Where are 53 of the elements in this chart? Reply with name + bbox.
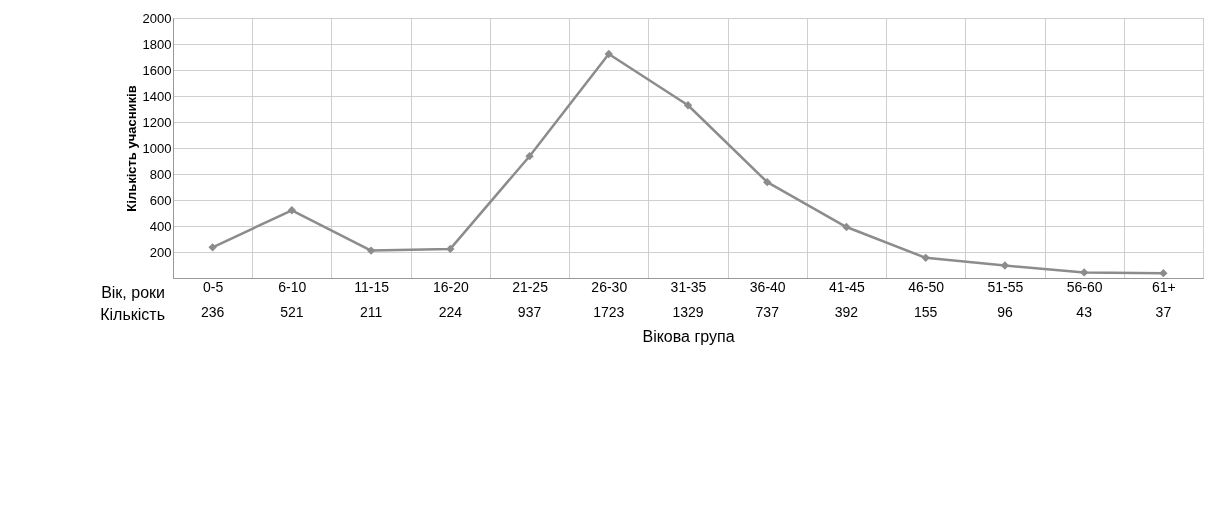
y-tick-label: 1400 [142,88,172,104]
data-label: 236 [200,304,225,320]
x-tick-label: 61+ [1152,278,1176,295]
y-axis-title: Кількість учасників [123,85,139,212]
y-tick-label: 600 [149,192,172,208]
text: Вік, роки [101,284,165,301]
x-tick-label: 46-50 [908,278,945,295]
x-tick-label: 16-20 [432,278,469,295]
point [842,222,851,232]
x-tick-label: 21-25 [512,278,549,295]
point [525,152,534,161]
point [446,244,455,254]
y-tick-label: 2000 [142,10,172,26]
data-label: 155 [914,304,938,320]
y-tick-label: 1600 [142,62,172,78]
x-axis-title: Вікова група [642,327,735,345]
data-label: 1723 [593,304,625,320]
x-tick-label: 0-5 [203,278,224,295]
x-tick-label: 51-55 [987,278,1024,295]
data-label: 43 [1076,304,1093,320]
data-label: 96 [997,304,1013,320]
point [208,243,217,252]
point [604,49,613,59]
point [921,253,930,263]
y-tick-label: 400 [149,218,172,234]
y-tick-label: 1000 [142,140,172,156]
x-tick-label: 56-60 [1066,278,1103,295]
y-tick-label: 800 [149,166,172,182]
point [366,246,376,255]
point [763,178,772,187]
point [1000,261,1010,270]
point [683,101,693,110]
data-label: 37 [1155,304,1172,320]
data-label: 737 [755,304,780,320]
data-label: 937 [517,304,542,320]
data-label: 224 [438,304,463,320]
point [287,206,297,215]
point [1079,268,1089,277]
data-label: 1329 [672,304,704,320]
x-tick-label: 36-40 [749,278,786,295]
x-tick-label: 41-45 [829,278,866,295]
x-tick-label: 11-15 [354,278,390,295]
text: Кількість [100,306,165,323]
x-tick-label: 6-10 [278,278,307,295]
data-label: 392 [834,304,859,320]
data-label: 521 [280,304,304,320]
y-tick-label: 200 [149,244,172,260]
y-tick-label: 1800 [142,36,172,52]
point [1159,269,1168,278]
x-tick-label: 31-35 [670,278,707,295]
x-tick-label: 26-30 [591,278,628,295]
y-tick-label: 1200 [142,114,172,130]
data-label: 211 [359,304,383,320]
